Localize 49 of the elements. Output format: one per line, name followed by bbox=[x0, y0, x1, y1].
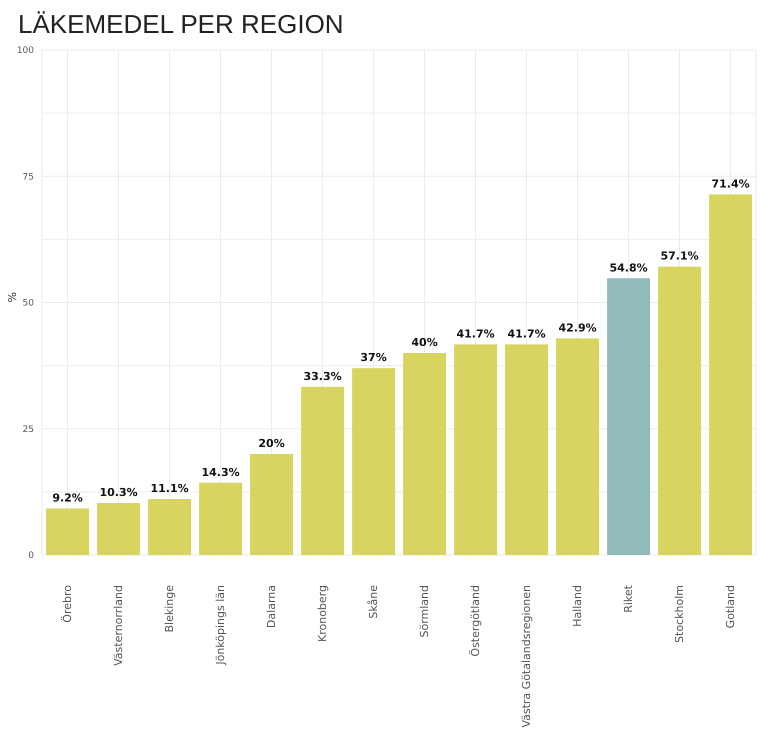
bar bbox=[505, 344, 548, 555]
data-label: 10.3% bbox=[99, 486, 138, 499]
bar bbox=[556, 338, 600, 555]
chart-title: LÄKEMEDEL PER REGION bbox=[17, 8, 345, 40]
x-tick-label: Jönköpings län bbox=[214, 584, 227, 666]
data-label: 40% bbox=[411, 336, 438, 349]
bar bbox=[709, 194, 752, 555]
bar bbox=[148, 498, 192, 555]
data-label: 11.1% bbox=[150, 482, 189, 495]
x-tick-label: Blekinge bbox=[163, 584, 176, 633]
x-tick-label: Halland bbox=[571, 585, 584, 627]
data-label: 42.9% bbox=[558, 321, 597, 334]
x-tick-label: Östergötland bbox=[468, 585, 482, 657]
y-tick-label: 0 bbox=[28, 551, 34, 562]
bar bbox=[658, 266, 702, 555]
x-tick-label: Riket bbox=[622, 584, 635, 613]
data-label: 41.7% bbox=[456, 327, 495, 340]
y-tick-label: 100 bbox=[16, 46, 34, 56]
x-tick-label: Stockholm bbox=[673, 585, 686, 643]
bar bbox=[403, 353, 446, 555]
bar bbox=[301, 386, 344, 555]
data-label: 54.8% bbox=[609, 261, 648, 274]
x-tick-label: Gotland bbox=[724, 585, 737, 628]
bar bbox=[250, 454, 294, 555]
y-tick-label: 50 bbox=[22, 298, 34, 309]
data-label: 33.3% bbox=[303, 370, 342, 383]
y-axis-title: % bbox=[6, 292, 19, 302]
y-tick-label: 75 bbox=[22, 172, 34, 182]
data-label: 57.1% bbox=[660, 250, 699, 263]
x-tick-label: Skåne bbox=[367, 584, 380, 619]
bar bbox=[607, 278, 650, 555]
data-label: 37% bbox=[360, 351, 387, 364]
y-tick-label: 25 bbox=[22, 424, 34, 435]
bar bbox=[46, 508, 90, 555]
data-label: 14.3% bbox=[201, 466, 240, 479]
x-tick-label: Dalarna bbox=[265, 585, 278, 628]
bar bbox=[352, 368, 396, 555]
x-tick-label: Kronoberg bbox=[316, 585, 329, 642]
data-label: 20% bbox=[258, 437, 285, 450]
x-tick-label: Västra Götalandsregionen bbox=[520, 584, 533, 728]
data-label: 9.2% bbox=[52, 492, 83, 505]
bar bbox=[454, 344, 498, 555]
bar bbox=[199, 482, 242, 555]
data-label: 71.4% bbox=[711, 177, 750, 190]
bar bbox=[97, 502, 140, 555]
x-tick-label: Örebro bbox=[60, 584, 74, 623]
x-tick-label: Sörmland bbox=[418, 585, 431, 638]
data-label: 41.7% bbox=[507, 327, 546, 340]
x-tick-label: Västernorrland bbox=[112, 585, 125, 666]
